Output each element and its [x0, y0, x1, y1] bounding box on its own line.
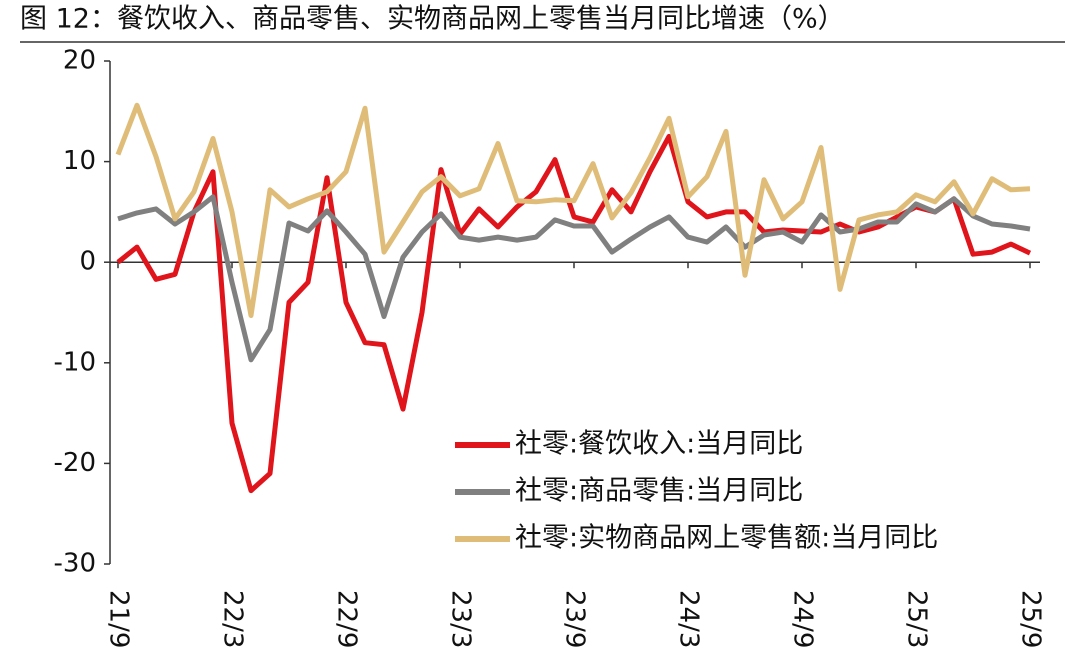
x-tick-label: 25/3 [902, 590, 932, 648]
line-series [117, 194, 1031, 363]
x-tick-label: 22/9 [332, 590, 362, 648]
legend-label: 社零:实物商品网上零售额:当月同比 [515, 523, 938, 554]
x-tick-label: 24/9 [788, 590, 818, 648]
legend-label: 社零:餐饮收入:当月同比 [515, 429, 803, 460]
line-series [115, 102, 1031, 318]
chart-title: 图 12：餐饮收入、商品零售、实物商品网上零售当月同比增速（%） [20, 4, 845, 35]
y-tick-label: -10 [54, 347, 96, 377]
y-tick-label: 20 [63, 46, 96, 76]
y-tick-label: -20 [54, 448, 96, 478]
x-tick-label: 21/9 [104, 590, 134, 648]
x-tick-label: 23/3 [446, 590, 476, 648]
x-tick-label: 25/9 [1016, 590, 1046, 648]
y-tick-label: -30 [54, 549, 96, 579]
line-series [116, 133, 1032, 494]
legend-label: 社零:商品零售:当月同比 [515, 476, 803, 507]
x-tick-label: 24/3 [674, 590, 704, 648]
x-tick-label: 23/9 [560, 590, 590, 648]
y-tick-label: 0 [79, 247, 96, 277]
y-tick-label: 10 [63, 146, 96, 176]
x-tick-label: 22/3 [218, 590, 248, 648]
